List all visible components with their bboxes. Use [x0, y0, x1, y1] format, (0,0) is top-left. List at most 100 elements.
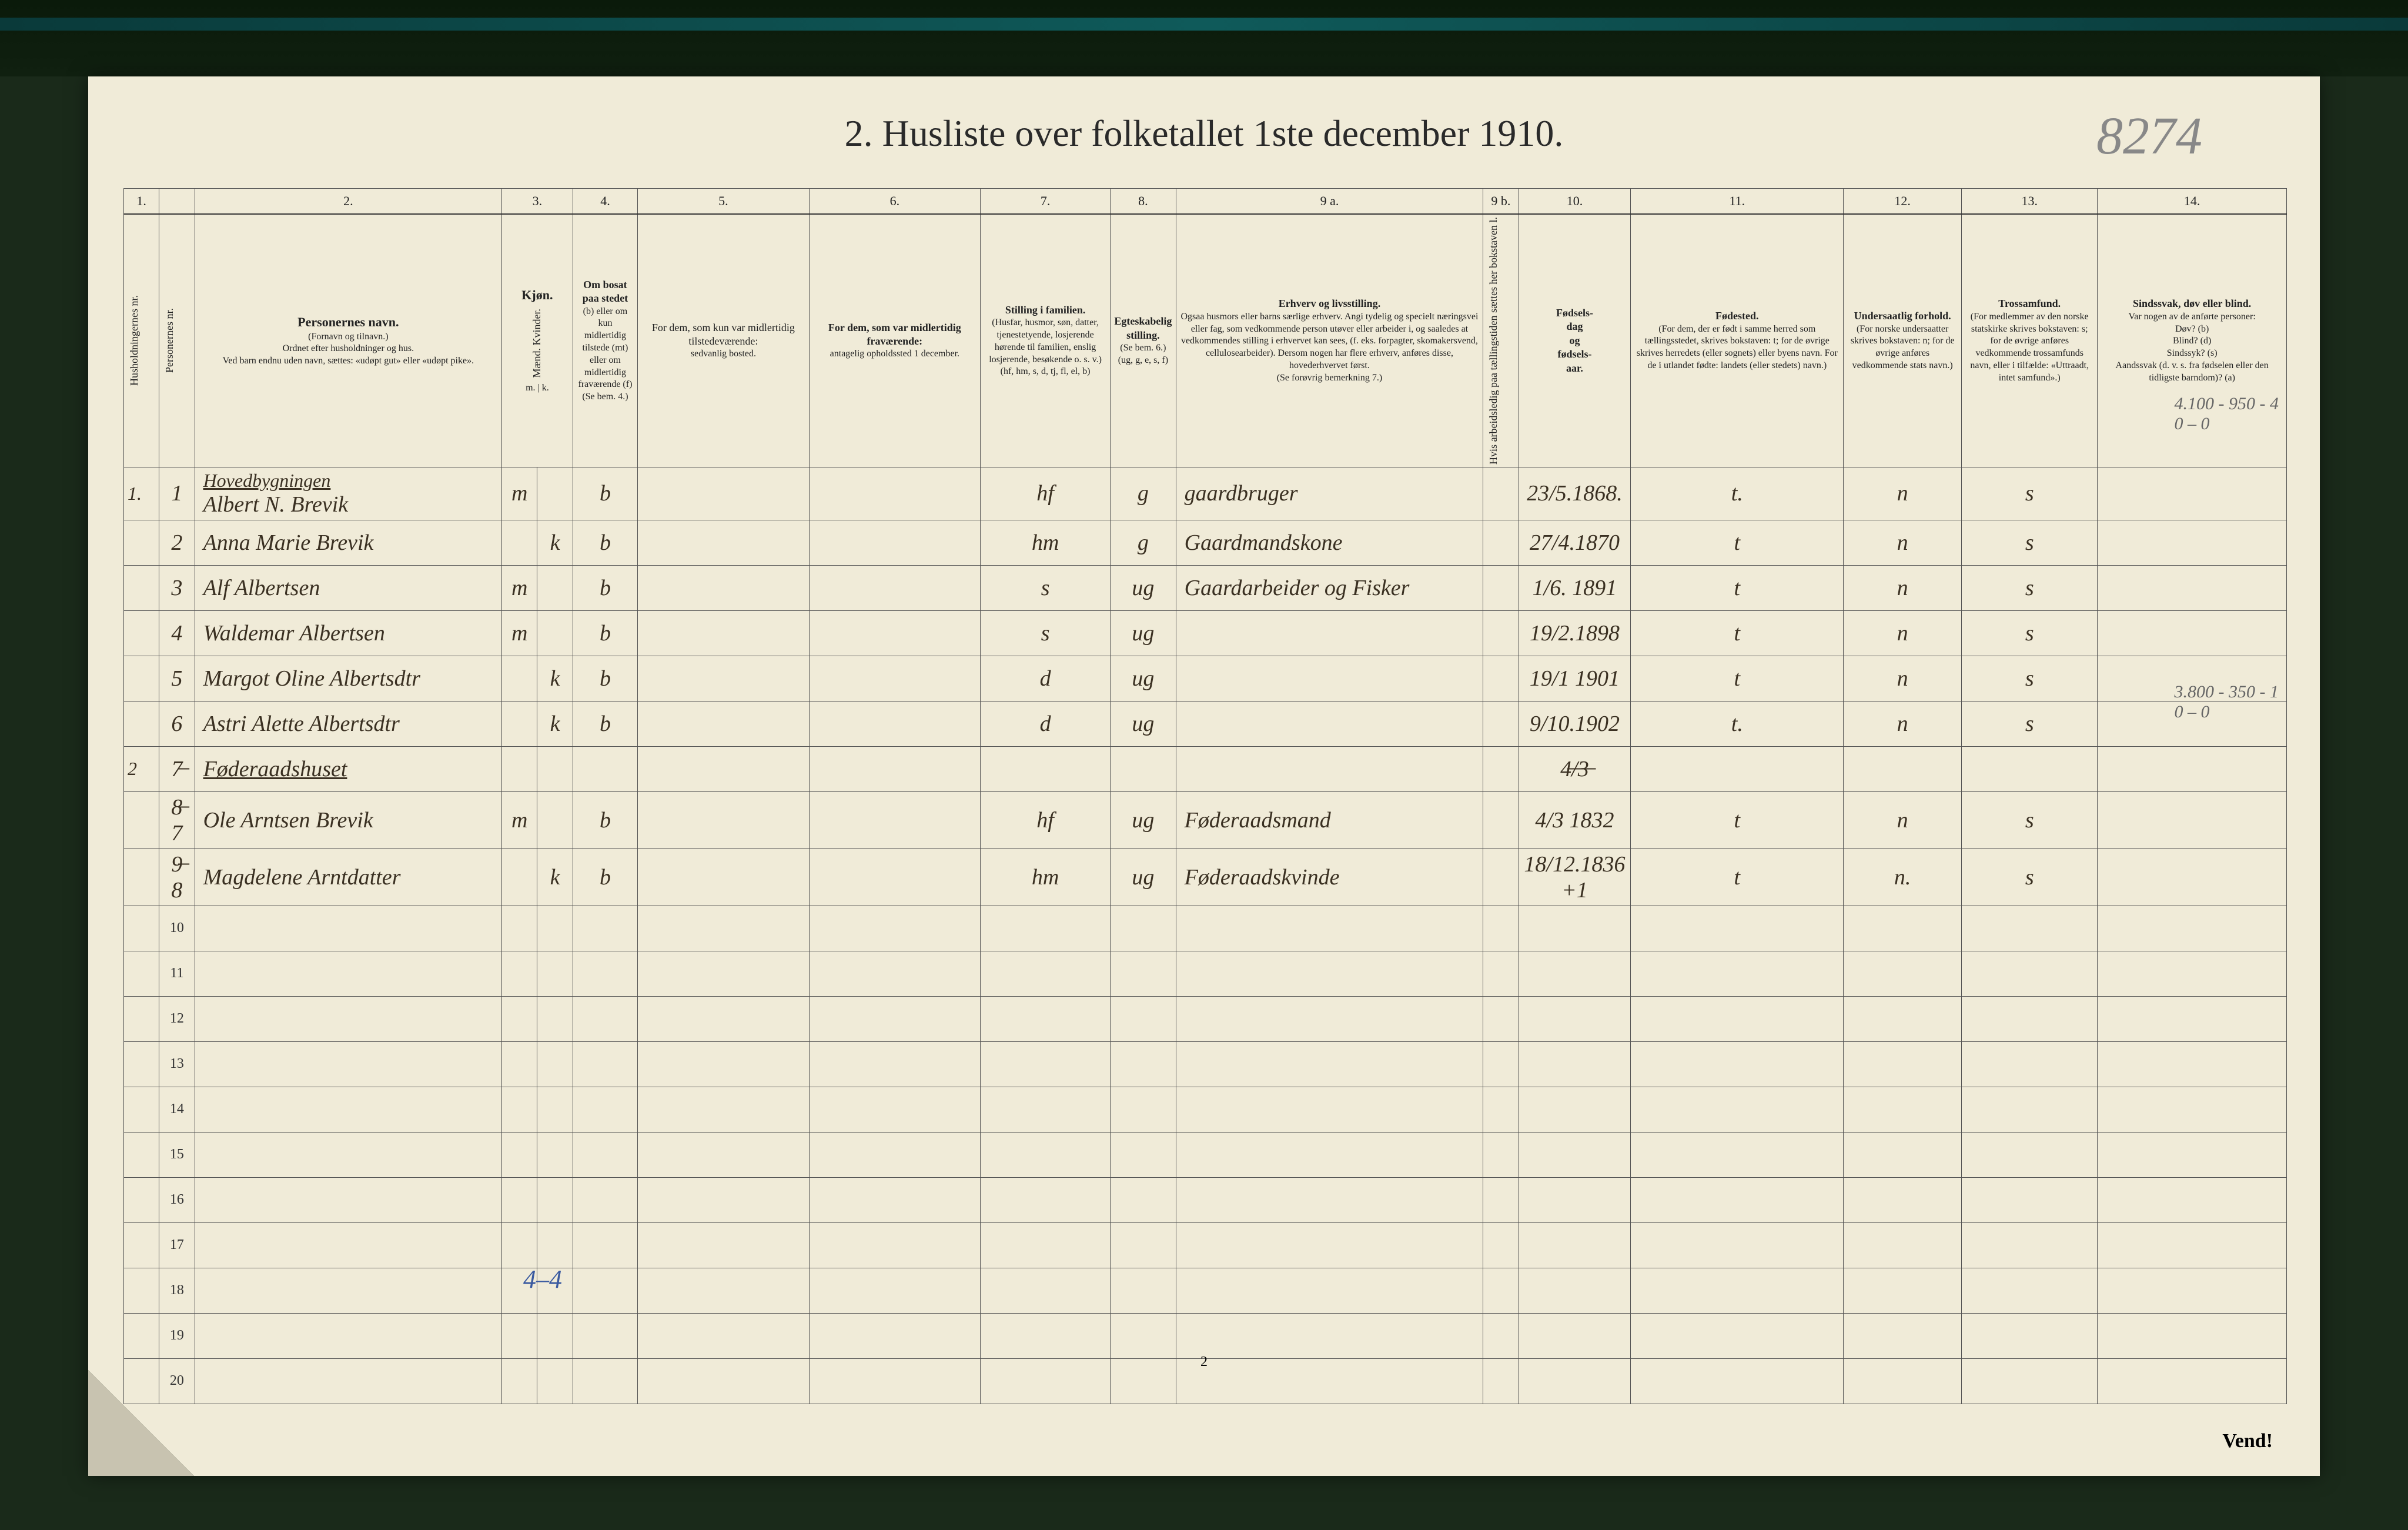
table-cell	[2098, 996, 2287, 1041]
table-cell: 19/1 1901	[1519, 656, 1631, 701]
table-row: 8̶ 7Ole Arntsen BrevikmbhfugFøderaadsman…	[124, 791, 2287, 848]
table-cell	[1483, 1132, 1519, 1177]
table-cell	[573, 1268, 638, 1313]
table-cell	[1483, 791, 1519, 848]
table-cell	[1631, 1177, 1844, 1222]
table-cell	[195, 1132, 502, 1177]
table-cell: 4̶/̶3̶	[1519, 746, 1631, 791]
header-text: Hvis arbeidsledig paa tællingstiden sætt…	[1487, 217, 1500, 465]
table-cell	[2098, 610, 2287, 656]
table-cell	[809, 520, 980, 565]
table-body: 1.1HovedbygningenAlbert N. Brevikmbhfgga…	[124, 467, 2287, 1404]
table-cell	[1111, 1358, 1176, 1404]
table-cell: b	[573, 610, 638, 656]
column-number: 9 a.	[1176, 189, 1483, 215]
table-cell	[502, 746, 537, 791]
header-subtext: Ogsaa husmors eller barns særlige erhver…	[1180, 311, 1480, 385]
table-cell: n	[1844, 520, 1962, 565]
header-subtext: sedvanlig bosted.	[641, 348, 805, 360]
table-cell: ug	[1111, 565, 1176, 610]
table-row: 27̶Føderaadshuset4̶/̶3̶	[124, 746, 2287, 791]
table-cell: Føderaadshuset	[195, 746, 502, 791]
header-text: Kjøn.	[506, 287, 569, 304]
table-cell: t	[1631, 791, 1844, 848]
header-text: Egteskabelig stilling.	[1114, 315, 1172, 342]
table-cell	[981, 1358, 1111, 1404]
table-cell: 2	[159, 520, 195, 565]
header-subtext: antagelig opholdssted 1 december.	[813, 348, 976, 360]
header-subtext: (For medlemmer av den norske statskirke …	[1965, 311, 2093, 385]
table-cell	[1483, 1177, 1519, 1222]
table-cell	[1962, 1041, 2098, 1087]
column-number: 13.	[1962, 189, 2098, 215]
table-cell	[1483, 656, 1519, 701]
table-cell	[195, 1313, 502, 1358]
table-cell	[638, 520, 809, 565]
table-cell	[981, 1177, 1111, 1222]
table-cell	[809, 848, 980, 906]
table-cell	[638, 565, 809, 610]
table-cell	[1844, 1041, 1962, 1087]
table-cell	[638, 467, 809, 520]
header-bosat: Om bosat paa stedet (b) eller om kun mid…	[573, 214, 638, 467]
table-cell	[124, 1222, 159, 1268]
table-cell: t.	[1631, 467, 1844, 520]
table-cell	[809, 1041, 980, 1087]
table-cell	[1519, 1132, 1631, 1177]
table-cell	[1844, 1177, 1962, 1222]
table-cell	[1176, 656, 1483, 701]
table-cell	[537, 951, 573, 996]
table-cell	[1844, 1132, 1962, 1177]
table-cell	[638, 1313, 809, 1358]
header-subtext: (Se bem. 6.) (ug, g, e, s, f)	[1114, 342, 1172, 367]
table-cell	[809, 1358, 980, 1404]
table-cell	[638, 848, 809, 906]
table-cell: b	[573, 467, 638, 520]
table-cell	[195, 1087, 502, 1132]
table-cell	[1111, 1087, 1176, 1132]
table-cell	[1631, 746, 1844, 791]
table-cell	[537, 565, 573, 610]
table-cell	[1844, 1268, 1962, 1313]
table-cell	[2098, 1041, 2287, 1087]
table-cell	[1483, 565, 1519, 610]
table-cell	[638, 1132, 809, 1177]
header-household-nr: Husholdningernes nr.	[124, 214, 159, 467]
table-cell	[537, 906, 573, 951]
table-cell	[1176, 1177, 1483, 1222]
table-cell	[2098, 1177, 2287, 1222]
table-cell	[1844, 1358, 1962, 1404]
table-cell: 8̶ 7	[159, 791, 195, 848]
table-cell	[1519, 1358, 1631, 1404]
table-cell	[638, 996, 809, 1041]
table-cell	[1483, 1041, 1519, 1087]
column-number: 11.	[1631, 189, 1844, 215]
table-cell: g	[1111, 520, 1176, 565]
table-cell: 5	[159, 656, 195, 701]
table-cell	[1519, 951, 1631, 996]
table-cell	[1962, 1313, 2098, 1358]
header-text: For dem, som var midlertidig fraværende:	[813, 321, 976, 349]
header-text: Personernes navn.	[199, 314, 499, 331]
header-text: Trossamfund.	[1965, 297, 2093, 310]
table-cell	[573, 906, 638, 951]
table-cell	[573, 1358, 638, 1404]
table-cell	[1176, 701, 1483, 746]
table-row: 1.1HovedbygningenAlbert N. Brevikmbhfgga…	[124, 467, 2287, 520]
header-text: Undersaatlig forhold.	[1847, 309, 1958, 323]
table-cell: s	[981, 565, 1111, 610]
person-name: Albert N. Brevik	[203, 492, 499, 517]
table-row-empty: 18	[124, 1268, 2287, 1313]
table-cell	[2098, 520, 2287, 565]
table-cell	[1111, 906, 1176, 951]
table-cell: 12	[159, 996, 195, 1041]
table-cell: hf	[981, 791, 1111, 848]
table-cell	[502, 1313, 537, 1358]
table-cell	[1483, 746, 1519, 791]
table-cell: 1/6. 1891	[1519, 565, 1631, 610]
table-cell	[981, 906, 1111, 951]
table-cell	[1483, 1222, 1519, 1268]
table-cell	[1111, 996, 1176, 1041]
table-cell: m	[502, 565, 537, 610]
table-cell: t	[1631, 848, 1844, 906]
